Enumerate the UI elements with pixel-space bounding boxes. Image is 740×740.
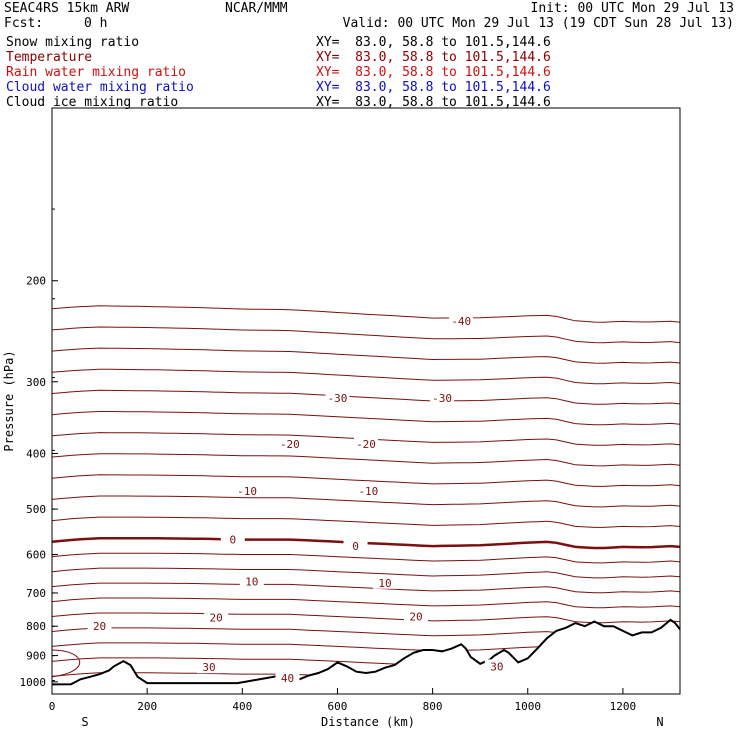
valid-time: Valid: 00 UTC Mon 29 Jul 13 (19 CDT Sun … <box>342 16 734 31</box>
isotherm-label: 10 <box>378 577 391 590</box>
field-name-snow: Snow mixing ratio <box>6 35 140 50</box>
isotherm-label-bg <box>343 539 368 553</box>
isotherm-label-bg <box>277 436 302 450</box>
y-tick-label: 900 <box>26 650 46 663</box>
isotherm-label-layer: -40 -30 -30 -20 -20 -10 -10 0 0 10 10 20 20 20 30 30 40 <box>87 313 509 685</box>
isotherm-label-bg <box>87 619 112 633</box>
isotherm-line <box>51 597 681 609</box>
model-title: SEAC4RS 15km ARW <box>4 1 130 16</box>
isotherm-label-bg <box>197 660 221 674</box>
x-tick-label: 400 <box>232 700 252 713</box>
y-tick-label: 1000 <box>20 676 47 689</box>
terrain-layer <box>51 618 681 694</box>
isotherm-label: 20 <box>93 620 106 633</box>
field-name-cloud-water: Cloud water mixing ratio <box>6 80 194 95</box>
endpoint-left: S <box>81 715 88 729</box>
y-tick-label: 400 <box>26 447 46 460</box>
isotherm-label-bg <box>325 390 350 404</box>
isotherm-label: 30 <box>202 661 215 674</box>
isotherm-label-bg <box>430 390 455 404</box>
terrain-line <box>51 618 681 686</box>
isotherm-label: 10 <box>245 575 258 588</box>
isotherm-label: 20 <box>409 611 422 624</box>
isotherm-line <box>51 411 681 426</box>
isotherm-label-bg <box>239 574 264 588</box>
x-tick-label: 200 <box>137 700 157 713</box>
isotherm-label: -10 <box>358 485 378 498</box>
x-tick-label: 0 <box>49 700 56 713</box>
isotherm-line <box>51 649 81 678</box>
x-tick-label: 800 <box>423 700 443 713</box>
isotherm-label: -40 <box>451 315 471 328</box>
x-tick-label: 1200 <box>610 700 637 713</box>
forecast-value: 0 h <box>84 16 108 31</box>
x-axis-label: Distance (km) <box>321 715 415 729</box>
isotherm-label: -30 <box>328 392 348 405</box>
isotherm-line <box>51 453 681 467</box>
isotherm-label-bg <box>449 313 474 327</box>
isotherm-line <box>51 347 681 364</box>
isotherm-line <box>51 612 681 624</box>
init-time: Init: 00 UTC Mon 29 Jul 13 <box>530 1 735 16</box>
y-tick-label: 600 <box>26 549 46 562</box>
isotherm-label-bg <box>484 659 509 673</box>
isotherm-label: 0 <box>352 540 359 553</box>
y-tick-label: 200 <box>26 275 46 288</box>
isotherm-line <box>51 389 681 405</box>
isotherm-label: -30 <box>432 392 452 405</box>
isotherm-line <box>51 495 681 508</box>
isotherm-line <box>51 368 681 385</box>
isotherm-line <box>51 552 681 564</box>
x-tick-label: 600 <box>328 700 348 713</box>
x-tick-label: 1000 <box>515 700 542 713</box>
isotherm-label-bg <box>220 532 245 546</box>
isotherm-label-bg <box>235 484 260 498</box>
isotherm-label-bg <box>275 671 300 685</box>
isotherm-label: 0 <box>229 534 236 547</box>
y-axis-label: Pressure (hPa) <box>2 350 16 451</box>
field-xy-snow: XY= 83.0, 58.8 to 101.5,144.6 <box>316 35 551 50</box>
y-tick-label: 300 <box>26 376 46 389</box>
field-xy-cloud-water: XY= 83.0, 58.8 to 101.5,144.6 <box>316 80 551 95</box>
forecast-label: Fcst: <box>4 16 44 31</box>
field-xy-cloud-ice: XY= 83.0, 58.8 to 101.5,144.6 <box>316 95 551 110</box>
isotherm-label-bg <box>403 609 428 623</box>
field-xy-rain: XY= 83.0, 58.8 to 101.5,144.6 <box>316 65 551 80</box>
isotherm-label: 20 <box>210 612 223 625</box>
isotherm-line <box>51 516 681 528</box>
isotherm-label: -10 <box>237 485 257 498</box>
axes-layer: 0 200 400 600 800 1000 12002003004005006007008… <box>20 208 637 713</box>
y-tick-label: 500 <box>26 503 46 516</box>
isotherm-line <box>51 305 681 323</box>
isotherm-label: 30 <box>490 660 503 673</box>
field-name-rain: Rain water mixing ratio <box>6 65 187 80</box>
isotherm-line <box>51 326 681 344</box>
field-xy-temperature: XY= 83.0, 58.8 to 101.5,144.6 <box>316 50 551 65</box>
isotherm-label: -20 <box>280 438 300 451</box>
isotherm-label: 40 <box>281 672 294 685</box>
y-tick-label: 700 <box>26 587 46 600</box>
isotherm-label-bg <box>354 436 378 450</box>
field-name-cloud-ice: Cloud ice mixing ratio <box>6 95 179 110</box>
center-label: NCAR/MMM <box>225 1 288 16</box>
isotherm-label: -20 <box>356 438 376 451</box>
terrain-fill <box>52 619 680 694</box>
endpoint-right: N <box>656 715 663 729</box>
isotherm-line <box>51 582 681 594</box>
plot-frame <box>51 107 681 695</box>
isotherm-label-bg <box>356 484 381 498</box>
isotherm-line <box>51 474 681 487</box>
isotherm-label-bg <box>204 610 229 624</box>
isotherm-label-bg <box>373 575 398 589</box>
field-name-temperature: Temperature <box>6 50 93 65</box>
isotherm-line <box>51 567 681 579</box>
y-tick-label: 800 <box>26 620 46 633</box>
